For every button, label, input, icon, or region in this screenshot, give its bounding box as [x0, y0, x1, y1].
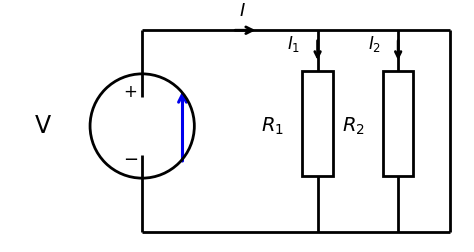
Bar: [302, 71, 333, 176]
Text: +: +: [123, 83, 137, 101]
Text: $I_2$: $I_2$: [368, 34, 381, 54]
Text: $R_1$: $R_1$: [261, 115, 284, 137]
Text: V: V: [35, 114, 51, 138]
Bar: [383, 71, 413, 176]
Text: I: I: [239, 2, 245, 20]
Text: −: −: [123, 151, 138, 169]
Text: $R_2$: $R_2$: [342, 115, 365, 137]
Text: $I_1$: $I_1$: [287, 34, 301, 54]
